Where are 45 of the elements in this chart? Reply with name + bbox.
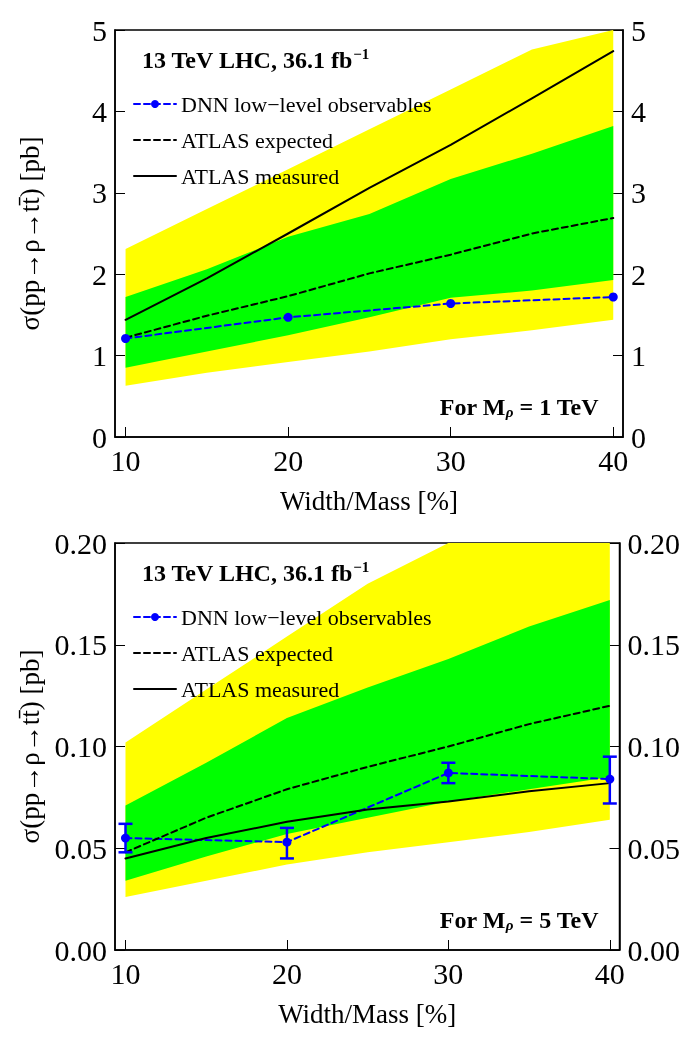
point xyxy=(608,292,618,302)
y2-tick-label: 0.05 xyxy=(627,831,680,865)
line-series xyxy=(124,50,615,321)
y-tick-label: 0.05 xyxy=(54,831,107,865)
y-tick-label: 0 xyxy=(92,420,107,454)
x-tick-label: 10 xyxy=(110,443,141,477)
x-tick-label: 20 xyxy=(273,443,304,477)
y-tick-label: 0.10 xyxy=(54,730,107,763)
y-tick-label: 5 xyxy=(92,13,107,47)
y-axis-title: σ(pp→ρ→tt̄) [pb] xyxy=(14,649,45,844)
point xyxy=(446,299,456,308)
x-axis-title: Width/Mass [%] xyxy=(279,485,459,516)
y-tick-label: 0.00 xyxy=(54,933,107,967)
point xyxy=(121,334,131,343)
y2-tick-label: 0.10 xyxy=(627,730,680,763)
line-series xyxy=(124,704,611,854)
y-axis-title: σ(pp→ρ→tt̄) [pb] xyxy=(14,136,45,331)
y2-tick-label: 0.00 xyxy=(627,933,680,967)
y2-tick-label: 4 xyxy=(631,94,646,128)
x-axis-title: Width/Mass [%] xyxy=(278,998,457,1029)
annotation: For Mρ = 1 TeV xyxy=(439,393,600,420)
y2-tick-label: 3 xyxy=(631,176,646,210)
point xyxy=(283,312,293,322)
annotation: For Mρ = 5 TeV xyxy=(439,906,600,933)
legend-label: DNN low−level observables xyxy=(181,604,432,630)
y2-tick-label: 0.15 xyxy=(627,628,680,662)
legend-label: ATLAS expected xyxy=(181,127,334,153)
y-tick-label: 0.15 xyxy=(54,628,107,662)
y-tick-label: 4 xyxy=(92,94,107,128)
y-tick-label: 2 xyxy=(92,257,107,291)
y-tick-label: 3 xyxy=(92,176,107,210)
x-tick-label: 30 xyxy=(433,956,464,990)
x-tick-label: 40 xyxy=(594,956,625,990)
x-tick-label: 20 xyxy=(271,956,302,990)
y2-tick-label: 5 xyxy=(631,13,646,47)
y-tick-label: 0.20 xyxy=(54,526,107,560)
y2-tick-label: 2 xyxy=(631,257,646,291)
y2-tick-label: 0.20 xyxy=(627,526,680,560)
y2-tick-label: 0 xyxy=(631,420,646,454)
x-tick-label: 40 xyxy=(598,443,629,477)
x-tick-label: 30 xyxy=(435,443,466,477)
y-tick-label: 1 xyxy=(92,339,107,373)
x-tick-label: 10 xyxy=(110,956,141,990)
y2-tick-label: 1 xyxy=(631,339,646,373)
legend-label: ATLAS expected xyxy=(181,640,334,666)
